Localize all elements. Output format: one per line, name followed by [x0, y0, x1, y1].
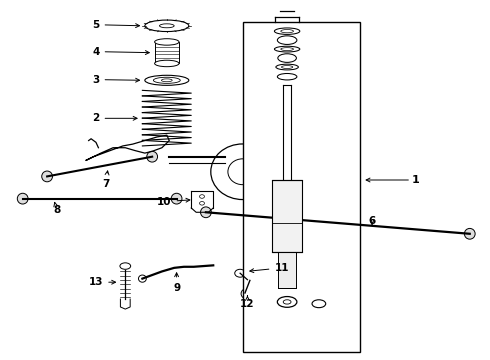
- Ellipse shape: [278, 54, 296, 62]
- Ellipse shape: [241, 289, 252, 299]
- Ellipse shape: [139, 275, 147, 282]
- Ellipse shape: [277, 297, 297, 307]
- Text: 9: 9: [173, 273, 180, 293]
- Text: 10: 10: [157, 197, 190, 207]
- Ellipse shape: [145, 75, 189, 85]
- Ellipse shape: [199, 195, 204, 198]
- Ellipse shape: [281, 66, 293, 68]
- Ellipse shape: [159, 24, 174, 28]
- Ellipse shape: [274, 28, 300, 35]
- Ellipse shape: [153, 77, 180, 84]
- Bar: [278, 252, 296, 288]
- Ellipse shape: [147, 151, 158, 162]
- Ellipse shape: [277, 73, 297, 80]
- Text: 5: 5: [92, 20, 140, 30]
- Ellipse shape: [276, 64, 298, 70]
- Ellipse shape: [145, 20, 189, 32]
- Ellipse shape: [228, 159, 257, 185]
- Ellipse shape: [17, 193, 28, 204]
- Text: 4: 4: [92, 46, 149, 57]
- Ellipse shape: [281, 30, 294, 33]
- Bar: [155, 42, 179, 63]
- Text: 13: 13: [89, 277, 116, 287]
- Text: 2: 2: [92, 113, 137, 123]
- Text: 1: 1: [412, 175, 420, 185]
- Text: 7: 7: [102, 171, 109, 189]
- Text: 3: 3: [92, 75, 140, 85]
- Ellipse shape: [283, 300, 291, 304]
- Ellipse shape: [161, 79, 172, 82]
- Text: 6: 6: [368, 216, 376, 226]
- Ellipse shape: [155, 60, 179, 67]
- Bar: [272, 180, 302, 252]
- Text: 12: 12: [240, 296, 255, 309]
- Bar: [243, 22, 360, 352]
- Ellipse shape: [235, 269, 245, 277]
- Ellipse shape: [171, 193, 182, 204]
- Ellipse shape: [211, 144, 274, 199]
- Ellipse shape: [465, 228, 475, 239]
- Ellipse shape: [274, 46, 300, 52]
- Text: 8: 8: [53, 202, 60, 216]
- Ellipse shape: [120, 263, 131, 269]
- Text: 11: 11: [250, 263, 289, 273]
- Ellipse shape: [200, 207, 211, 218]
- Ellipse shape: [199, 202, 204, 205]
- Ellipse shape: [281, 48, 294, 50]
- Ellipse shape: [42, 171, 52, 182]
- Ellipse shape: [155, 39, 179, 45]
- Ellipse shape: [312, 300, 326, 308]
- Ellipse shape: [246, 292, 251, 296]
- Ellipse shape: [277, 36, 297, 44]
